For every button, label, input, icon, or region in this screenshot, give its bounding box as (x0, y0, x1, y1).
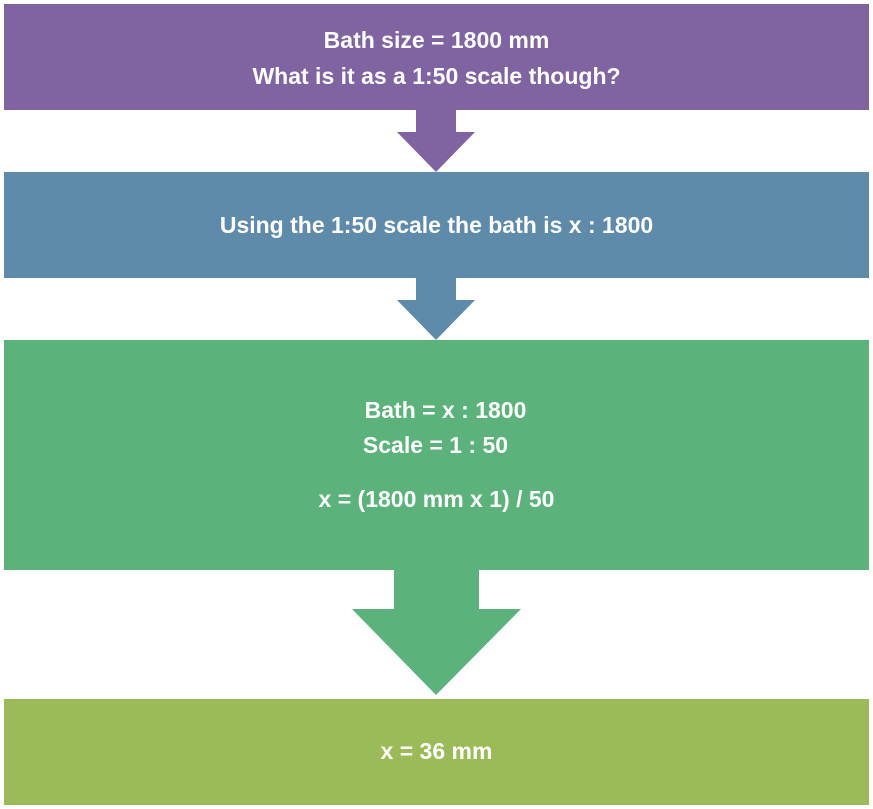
step-3-line-3: x = (1800 mm x 1) / 50 (318, 486, 555, 512)
arrow-1 (397, 110, 475, 172)
step-2-box: Using the 1:50 scale the bath is x : 180… (4, 172, 869, 278)
arrow-2-shape (397, 278, 475, 340)
step-2-line-1: Using the 1:50 scale the bath is x : 180… (219, 212, 654, 238)
arrow-1-shape (397, 110, 475, 172)
step-1-line-2: What is it as a 1:50 scale though? (252, 63, 621, 89)
step-3-box: Bath = x : 1800 Scale = 1 : 50 x = (1800… (4, 340, 869, 570)
step-1-line-1: Bath size = 1800 mm (323, 27, 550, 53)
arrow-3-shape (352, 570, 521, 695)
arrow-2 (397, 278, 475, 340)
step-3-line-1: Bath = x : 1800 (364, 397, 527, 423)
step-4-line-1: x = 36 mm (380, 738, 493, 764)
step-4-box: x = 36 mm (4, 699, 869, 805)
step-3-line-2: Scale = 1 : 50 (362, 432, 509, 458)
arrow-3 (352, 570, 521, 695)
step-1-box: Bath size = 1800 mm What is it as a 1:50… (4, 4, 869, 110)
